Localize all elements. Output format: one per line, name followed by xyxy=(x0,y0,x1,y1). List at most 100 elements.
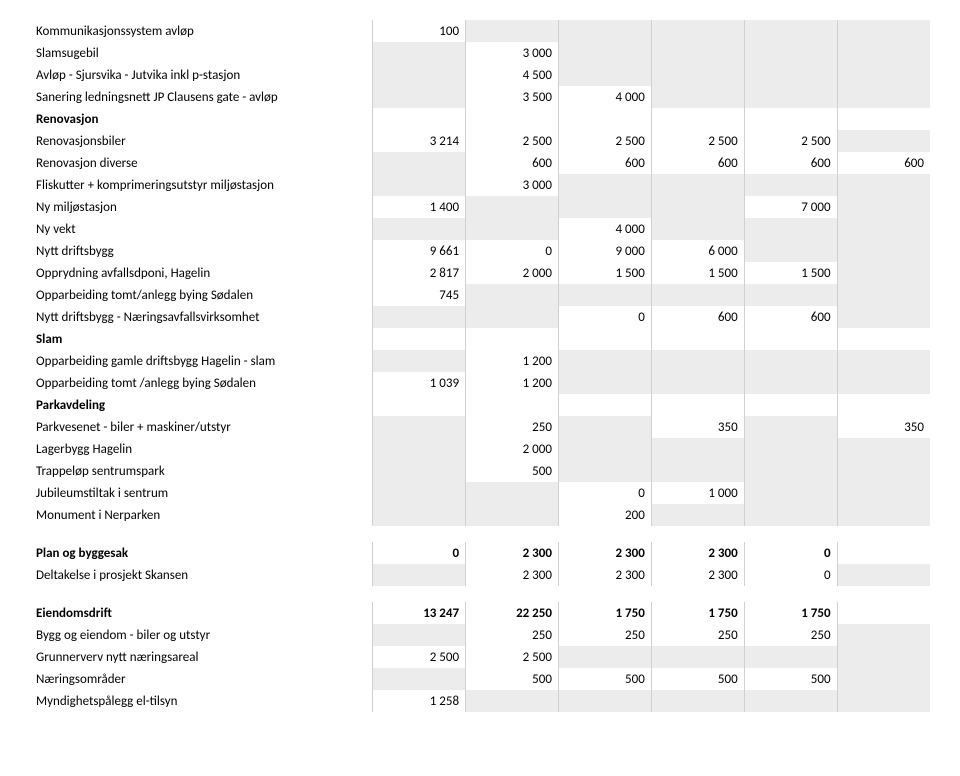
cell xyxy=(744,108,837,130)
row-label: Parkvesenet - biler + maskiner/utstyr xyxy=(30,416,373,438)
cell xyxy=(558,174,651,196)
cell: 2 500 xyxy=(466,130,559,152)
cell xyxy=(837,624,930,646)
table-row: Monument i Nerparken200 xyxy=(30,504,930,526)
cell xyxy=(373,460,466,482)
row-label: Opprydning avfallsdponi, Hagelin xyxy=(30,262,373,284)
cell xyxy=(744,284,837,306)
cell xyxy=(466,108,559,130)
cell xyxy=(837,86,930,108)
cell xyxy=(651,174,744,196)
table-row: Parkavdeling xyxy=(30,394,930,416)
section-header-label: 62Plan og byggesak xyxy=(30,542,373,564)
cell xyxy=(466,20,559,42)
cell: 3 000 xyxy=(466,174,559,196)
cell xyxy=(373,438,466,460)
row-label: Myndighetspålegg el-tilsyn xyxy=(30,690,373,712)
cell xyxy=(837,668,930,690)
cell: 600 xyxy=(837,152,930,174)
cell xyxy=(373,504,466,526)
cell xyxy=(373,152,466,174)
cell: 2 500 xyxy=(558,130,651,152)
cell xyxy=(651,64,744,86)
cell: 250 xyxy=(744,624,837,646)
cell: 6 000 xyxy=(651,240,744,262)
cell xyxy=(651,504,744,526)
cell: 600 xyxy=(744,306,837,328)
table-row: Bygg og eiendom - biler og utstyr2502502… xyxy=(30,624,930,646)
section-header-row: 64Eiendomsdrift13 24722 2501 7501 7501 7… xyxy=(30,602,930,624)
cell: 2 000 xyxy=(466,438,559,460)
cell: 500 xyxy=(651,668,744,690)
cell: 2 300 xyxy=(558,542,651,564)
row-label: Trappeløp sentrumspark xyxy=(30,460,373,482)
cell xyxy=(837,350,930,372)
cell: 1 500 xyxy=(744,262,837,284)
cell xyxy=(744,416,837,438)
cell xyxy=(558,328,651,350)
cell: 4 000 xyxy=(558,86,651,108)
cell: 0 xyxy=(373,542,466,564)
cell xyxy=(837,564,930,586)
cell xyxy=(744,64,837,86)
cell xyxy=(837,20,930,42)
table-row: Nytt driftsbygg9 66109 0006 000 xyxy=(30,240,930,262)
cell: 1 750 xyxy=(651,602,744,624)
cell: 500 xyxy=(744,668,837,690)
cell xyxy=(558,646,651,668)
cell xyxy=(651,108,744,130)
cell: 600 xyxy=(651,152,744,174)
table-row: Avløp - Sjursvika - Jutvika inkl p-stasj… xyxy=(30,64,930,86)
cell: 2 300 xyxy=(651,542,744,564)
cell xyxy=(744,174,837,196)
cell: 600 xyxy=(651,306,744,328)
row-label: Parkavdeling xyxy=(30,394,373,416)
cell: 0 xyxy=(744,542,837,564)
cell: 3 214 xyxy=(373,130,466,152)
table-row: Ny vekt4 000 xyxy=(30,218,930,240)
row-label: Renovasjon xyxy=(30,108,373,130)
cell xyxy=(373,108,466,130)
table-row: Trappeløp sentrumspark500 xyxy=(30,460,930,482)
row-label: Slam xyxy=(30,328,373,350)
cell xyxy=(651,86,744,108)
cell: 2 500 xyxy=(744,130,837,152)
cell: 0 xyxy=(558,306,651,328)
cell: 250 xyxy=(651,624,744,646)
section-title: Eiendomsdrift xyxy=(36,606,112,621)
row-label: Lagerbygg Hagelin xyxy=(30,438,373,460)
cell xyxy=(837,438,930,460)
cell xyxy=(466,306,559,328)
cell xyxy=(558,42,651,64)
row-label: Grunnerverv nytt næringsareal xyxy=(30,646,373,668)
cell xyxy=(373,394,466,416)
table-row: Sanering ledningsnett JP Clausens gate -… xyxy=(30,86,930,108)
cell xyxy=(373,416,466,438)
cell xyxy=(837,394,930,416)
cell xyxy=(558,284,651,306)
cell: 250 xyxy=(466,416,559,438)
row-label: Sanering ledningsnett JP Clausens gate -… xyxy=(30,86,373,108)
table-row: Nytt driftsbygg - Næringsavfallsvirksomh… xyxy=(30,306,930,328)
cell: 4 500 xyxy=(466,64,559,86)
cell xyxy=(558,108,651,130)
cell xyxy=(651,460,744,482)
cell xyxy=(558,416,651,438)
row-label: Opparbeiding gamle driftsbygg Hagelin - … xyxy=(30,350,373,372)
cell xyxy=(651,42,744,64)
cell: 2 300 xyxy=(466,542,559,564)
cell: 1 258 xyxy=(373,690,466,712)
cell: 2 817 xyxy=(373,262,466,284)
cell xyxy=(837,602,930,624)
cell: 600 xyxy=(744,152,837,174)
cell xyxy=(744,350,837,372)
cell: 1 400 xyxy=(373,196,466,218)
cell xyxy=(373,668,466,690)
cell: 500 xyxy=(466,668,559,690)
cell xyxy=(651,350,744,372)
cell xyxy=(837,328,930,350)
cell xyxy=(466,504,559,526)
cell: 3 500 xyxy=(466,86,559,108)
cell: 3 000 xyxy=(466,42,559,64)
table-row: Opparbeiding tomt/anlegg bying Sødalen74… xyxy=(30,284,930,306)
